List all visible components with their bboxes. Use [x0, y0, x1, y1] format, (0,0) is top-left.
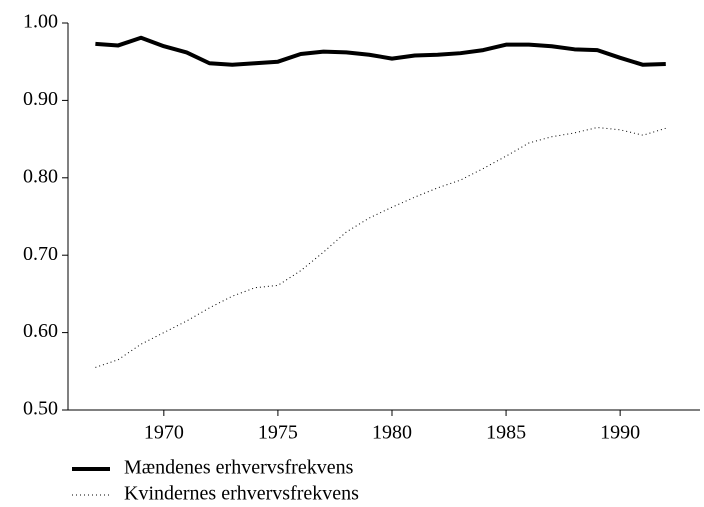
x-tick-label: 1975: [258, 422, 298, 444]
x-tick-label: 1980: [372, 422, 412, 444]
y-tick-label: 0.50: [23, 398, 58, 420]
y-tick-label: 0.80: [23, 165, 58, 187]
legend-label: Mændenes erhvervsfrekvens: [124, 457, 354, 479]
legend-label: Kvindernes erhvervsfrekvens: [124, 483, 359, 505]
x-tick-label: 1985: [486, 422, 526, 444]
line-series: [95, 35, 666, 67]
y-tick-label: 0.90: [23, 88, 58, 110]
x-tick-label: 1990: [600, 422, 640, 444]
line-series: [95, 126, 666, 368]
y-tick-label: 1.00: [23, 11, 58, 33]
y-tick-label: 0.70: [23, 243, 58, 265]
x-tick-label: 1970: [144, 422, 184, 444]
y-tick-label: 0.60: [23, 320, 58, 342]
